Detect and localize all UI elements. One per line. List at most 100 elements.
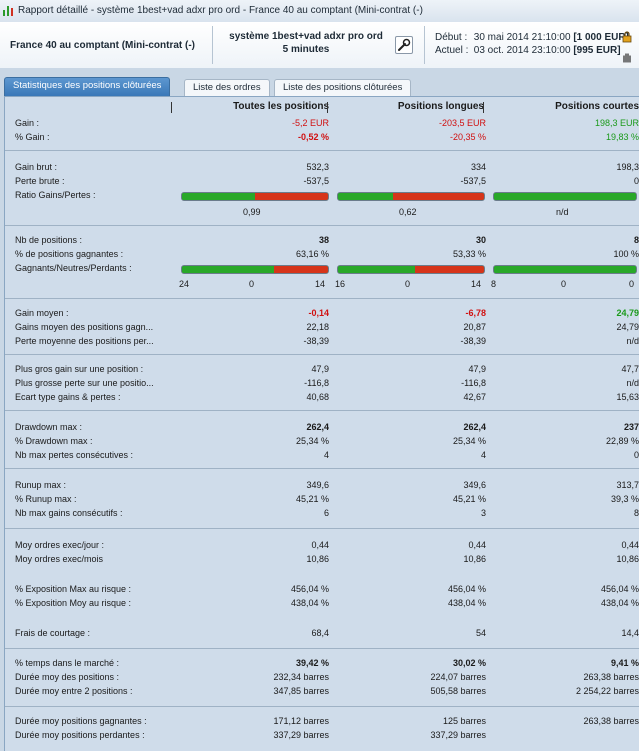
gnp-neutres-toutes: 0 — [249, 279, 255, 289]
value-toutes: 63,16 % — [295, 249, 329, 259]
row-label: Frais de courtage : — [15, 628, 91, 638]
actuel-value: 03 oct. 2014 23:10:00 — [473, 45, 571, 56]
hand-icon[interactable] — [620, 50, 634, 64]
value-longues: 456,04 % — [447, 584, 486, 594]
header-divider — [424, 26, 425, 64]
value-longues: 53,33 % — [452, 249, 486, 259]
tab-liste-ordres[interactable]: Liste des ordres — [184, 79, 270, 96]
row-label: Nb max pertes consécutives : — [15, 450, 134, 460]
row-temps-marche: % temps dans le marché : 39,42 % 30,02 %… — [5, 657, 639, 671]
header-divider — [212, 26, 213, 64]
value-courtes: 47,7 — [621, 364, 639, 374]
value-courtes: 24,79 — [616, 322, 639, 332]
section-divider — [5, 410, 639, 411]
bar-red-segment — [255, 193, 328, 200]
debut-value: 30 mai 2014 21:10:00 — [473, 32, 571, 43]
section-divider — [5, 150, 639, 151]
value-courtes: 19,83 % — [605, 132, 639, 142]
col-header-toutes: Toutes les positions — [233, 101, 329, 112]
value-longues: -116,8 — [461, 378, 486, 388]
value-courtes: 22,89 % — [605, 436, 639, 446]
value-toutes: 232,34 barres — [273, 672, 329, 682]
value-longues: 25,34 % — [452, 436, 486, 446]
value-longues: 42,67 — [463, 392, 486, 402]
row-gain-moyen: Gain moyen : -0,14 -6,78 24,79 — [5, 307, 639, 321]
value-longues: 4 — [480, 450, 486, 460]
debut-label: Début : — [435, 32, 468, 43]
value-longues: -6,78 — [465, 308, 486, 318]
row-label: % Exposition Moy au risque : — [15, 598, 132, 608]
row-label: Plus grosse perte sur une positio... — [15, 378, 154, 388]
value-courtes: 10,86 — [616, 554, 639, 564]
bar-red-segment — [415, 266, 484, 273]
value-longues: 10,86 — [463, 554, 486, 564]
ratio-value-courtes: n/d — [556, 207, 569, 217]
row-ordres-jour: Moy ordres exec/jour : 0,44 0,44 0,44 — [5, 539, 639, 553]
row-gain-brut: Gain brut : 532,3 334 198,3 — [5, 161, 639, 175]
system-timeframe: 5 minutes — [282, 44, 330, 55]
value-courtes: 198,3 EUR — [594, 118, 639, 128]
value-courtes: 263,38 barres — [583, 672, 639, 682]
row-label: Nb max gains consécutifs : — [15, 508, 123, 518]
row-perte-brute: Perte brute : -537,5 -537,5 0 — [5, 175, 639, 189]
settings-wrench-button[interactable] — [395, 36, 413, 54]
gnp-perdants-longues: 14 — [471, 279, 482, 289]
value-toutes: 45,21 % — [295, 494, 329, 504]
value-toutes: -5,2 EUR — [291, 118, 329, 128]
ratio-value-toutes: 0,99 — [243, 207, 261, 217]
value-toutes: -0,14 — [308, 308, 329, 318]
actuel-label: Actuel : — [435, 45, 469, 56]
row-duree-gagnantes: Durée moy positions gagnantes : 171,12 b… — [5, 715, 639, 729]
value-toutes: 532,3 — [306, 162, 329, 172]
row-pct-drawdown-max: % Drawdown max : 25,34 % 25,34 % 22,89 % — [5, 435, 639, 449]
value-longues: -20,35 % — [449, 132, 486, 142]
row-label: % Gain : — [15, 132, 50, 142]
value-longues: 30,02 % — [452, 658, 486, 668]
row-duree-entre-positions: Durée moy entre 2 positions : 347,85 bar… — [5, 685, 639, 699]
column-divider — [483, 102, 484, 113]
value-toutes: 171,12 barres — [273, 716, 329, 726]
bar-red-segment — [274, 266, 328, 273]
value-courtes: 24,79 — [616, 308, 639, 318]
row-label: Runup max : — [15, 480, 67, 490]
row-pct-gagnantes: % de positions gagnantes : 63,16 % 53,33… — [5, 248, 639, 262]
tab-strip: Statistiques des positions clôturées Lis… — [0, 68, 639, 96]
value-toutes: 38 — [318, 235, 329, 245]
gnp-neutres-longues: 0 — [405, 279, 411, 289]
row-duree-moy-positions: Durée moy des positions : 232,34 barres … — [5, 671, 639, 685]
section-divider — [5, 298, 639, 299]
row-label: Durée moy positions gagnantes : — [15, 716, 147, 726]
section-divider — [5, 648, 639, 649]
row-label: % de positions gagnantes : — [15, 249, 124, 259]
row-ratio: Ratio Gains/Pertes : — [5, 189, 639, 203]
value-longues: 224,07 barres — [430, 672, 486, 682]
value-longues: -38,39 — [460, 336, 486, 346]
report-header: France 40 au comptant (Mini-contrat (-) … — [0, 22, 639, 69]
value-toutes: -38,39 — [303, 336, 329, 346]
bar-green-segment — [494, 266, 636, 273]
row-label: Moy ordres exec/jour : — [15, 540, 105, 550]
value-courtes: 438,04 % — [600, 598, 639, 608]
tab-liste-positions[interactable]: Liste des positions clôturées — [274, 79, 412, 96]
instrument-name: France 40 au comptant (Mini-contrat (-) — [10, 40, 196, 51]
chart-app-icon — [3, 6, 13, 16]
value-longues: 20,87 — [463, 322, 486, 332]
col-header-longues: Positions longues — [397, 101, 484, 112]
value-longues: 3 — [480, 508, 486, 518]
row-drawdown-max: Drawdown max : 262,4 262,4 237 — [5, 421, 639, 435]
actuel-amount: [995 EUR] — [573, 45, 621, 56]
value-toutes: -537,5 — [303, 176, 329, 186]
value-toutes: 10,86 — [306, 554, 329, 564]
gnp-gagnants-courtes: 8 — [491, 279, 497, 289]
tab-statistiques[interactable]: Statistiques des positions clôturées — [4, 77, 171, 96]
section-divider — [5, 528, 639, 529]
row-perte-moyenne: Perte moyenne des positions per... -38,3… — [5, 335, 639, 349]
value-toutes: 456,04 % — [290, 584, 329, 594]
value-courtes: 15,63 — [616, 392, 639, 402]
statistics-panel: Toutes les positions Positions longues P… — [4, 96, 639, 751]
lock-icon[interactable] — [620, 30, 634, 44]
value-toutes: -116,8 — [304, 378, 329, 388]
value-longues: 337,29 barres — [430, 730, 486, 740]
bar-green-segment — [338, 193, 393, 200]
value-courtes: 39,3 % — [610, 494, 639, 504]
